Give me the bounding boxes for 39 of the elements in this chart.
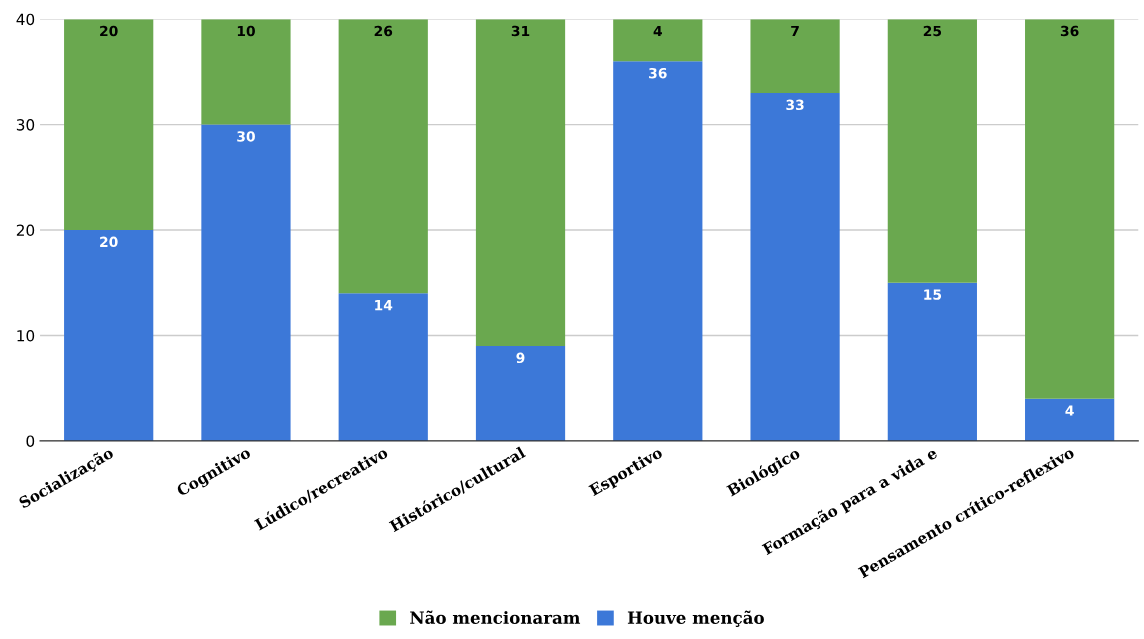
- bar: [64, 19, 154, 231]
- data-label: 25: [923, 25, 942, 37]
- bar: [750, 19, 840, 93]
- bar: [613, 19, 703, 62]
- bar: [887, 282, 977, 441]
- legend-label: Não mencionaram: [410, 610, 581, 624]
- legend-label: Houve menção: [627, 610, 764, 627]
- bar: [201, 19, 291, 125]
- bar: [338, 19, 428, 294]
- bar: [338, 293, 428, 441]
- data-label: 30: [237, 131, 255, 142]
- data-label: 9: [516, 352, 525, 364]
- bar: [1025, 398, 1115, 441]
- data-label: 14: [375, 300, 393, 311]
- bar: [64, 230, 154, 441]
- bar: [201, 124, 291, 441]
- data-label: 36: [649, 67, 667, 79]
- y-tick-label: 20: [16, 224, 35, 237]
- data-label: 36: [1060, 25, 1079, 37]
- data-label: 26: [374, 25, 393, 37]
- bar: [1025, 19, 1115, 399]
- bar: [750, 92, 840, 441]
- bar: [475, 346, 566, 441]
- y-tick-label: 40: [16, 13, 35, 26]
- data-label: 4: [1065, 405, 1074, 416]
- data-label: 7: [791, 25, 799, 37]
- data-label: 15: [924, 289, 942, 300]
- data-label: 20: [100, 25, 118, 37]
- bar: [475, 19, 566, 347]
- y-tick-label: 30: [16, 119, 35, 131]
- data-label: 20: [100, 236, 118, 248]
- bar: [887, 19, 977, 283]
- y-tick-label: 10: [17, 329, 35, 342]
- bar: [613, 61, 703, 441]
- data-label: 10: [237, 25, 255, 37]
- y-tick-label: 0: [26, 435, 35, 447]
- data-label: 4: [653, 25, 662, 37]
- data-label: 33: [786, 99, 804, 111]
- data-label: 31: [511, 25, 530, 37]
